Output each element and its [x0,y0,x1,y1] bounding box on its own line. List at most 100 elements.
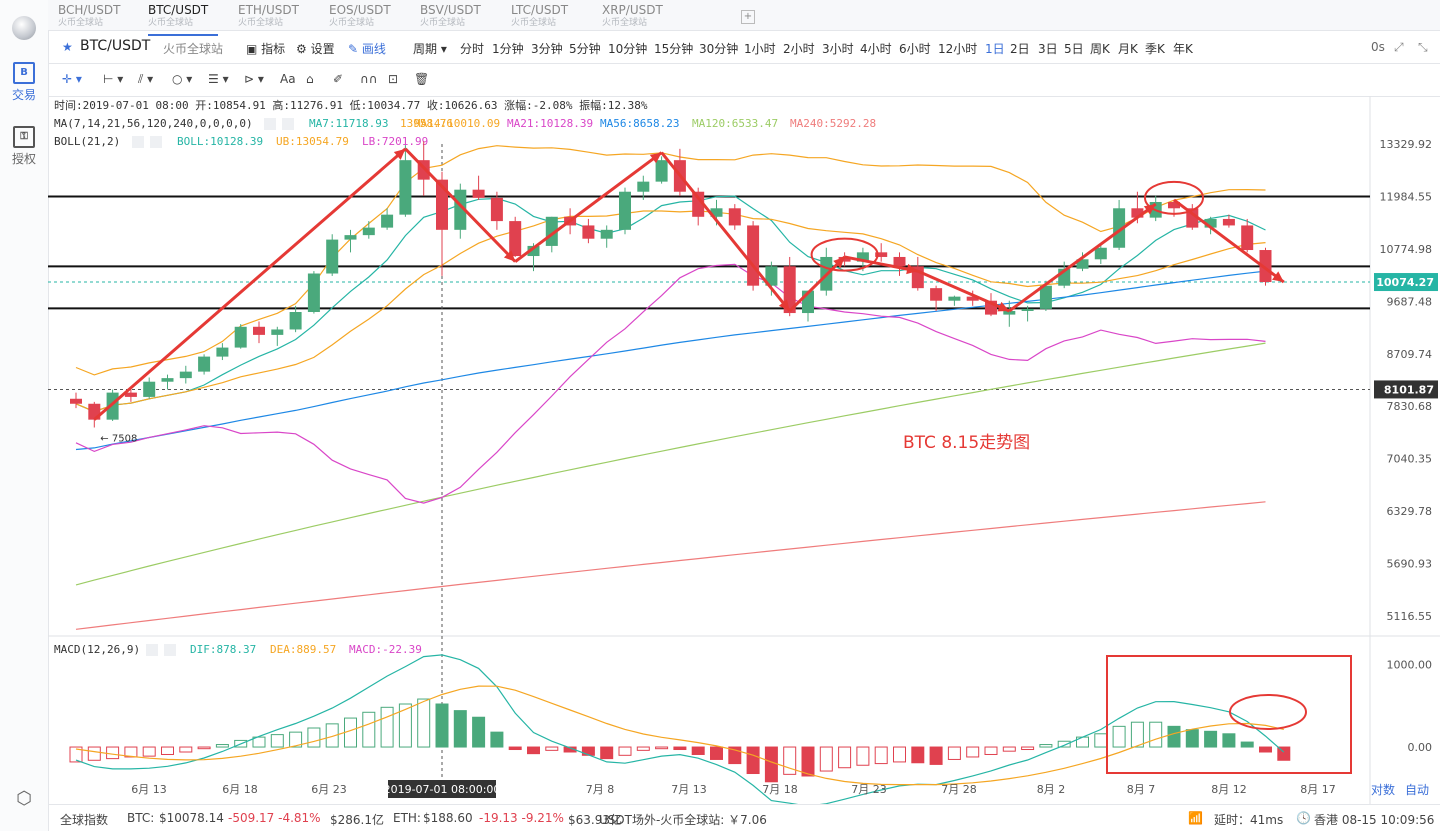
period-3h[interactable]: 3小时 [822,42,854,56]
candle-body[interactable] [161,378,174,382]
draw-button[interactable]: ✎ 画线 [348,42,386,56]
ruler-icon[interactable]: ⌂ [306,72,314,86]
candle-body[interactable] [362,227,375,236]
period-15min[interactable]: 15分钟 [654,42,694,56]
brush-icon[interactable]: ✐ [333,72,344,86]
pattern-icon[interactable]: ⊳ ▾ [244,72,264,86]
boll-close-icon[interactable] [150,136,162,148]
fullscreen-icon[interactable]: ⤢ [1394,40,1404,54]
candle-body[interactable] [1003,310,1016,315]
candle-body[interactable] [381,214,394,228]
candle-body[interactable] [875,252,888,257]
boll-settings-icon[interactable] [132,136,144,148]
candle-body[interactable] [856,252,869,262]
highlight-circle[interactable] [810,237,879,272]
candle-body[interactable] [216,347,229,357]
chart-area[interactable]: 时间:2019-07-01 08:00 开:10854.91 高:11276.9… [48,96,1440,804]
period-10min[interactable]: 10分钟 [608,42,648,56]
candle-body[interactable] [1021,308,1034,311]
candle-body[interactable] [1113,208,1126,248]
highlight-circle[interactable] [1144,180,1204,215]
period-month[interactable]: 月K [1118,42,1138,56]
period-12h[interactable]: 12小时 [938,42,978,56]
period-week[interactable]: 周K [1090,42,1110,56]
candle-body[interactable] [527,245,540,257]
period-30min[interactable]: 30分钟 [699,42,739,56]
candle-body[interactable] [582,225,595,239]
tab-bsv[interactable]: BSV/USDT 火币全球站 [420,3,481,29]
trend-arrow[interactable] [917,269,1010,313]
candle-body[interactable] [1131,208,1144,218]
period-3min[interactable]: 3分钟 [531,42,563,56]
macd-highlight-box[interactable] [1106,655,1352,774]
candle-body[interactable] [1241,225,1254,251]
lock-icon[interactable]: ⊡ [388,72,399,86]
candle-body[interactable] [509,221,522,257]
candle-body[interactable] [344,235,357,240]
candle-body[interactable] [966,296,979,301]
global-index-label[interactable]: 全球指数 [60,813,109,827]
trend-arrow[interactable] [788,255,846,313]
parallel-lines-icon[interactable]: ⫽ ▾ [138,72,154,86]
candle-body[interactable] [399,160,412,215]
ma-settings-icon[interactable] [264,118,276,130]
tab-btc[interactable]: BTC/USDT 火币全球站 [148,3,219,36]
trend-arrow[interactable] [1008,202,1157,313]
candle-body[interactable] [234,326,247,348]
candle-body[interactable] [637,181,650,192]
candle-body[interactable] [948,296,961,301]
add-tab-button[interactable]: + [741,10,755,24]
candle-body[interactable] [143,381,156,397]
candle-body[interactable] [436,179,448,230]
candle-body[interactable] [1222,218,1235,226]
candle-body[interactable] [307,273,320,313]
candle-body[interactable] [1094,247,1107,260]
candle-body[interactable] [655,160,668,182]
period-5min[interactable]: 5分钟 [569,42,601,56]
sidebar-item-auth[interactable]: ⚿ 授权 [0,126,48,167]
period-3d[interactable]: 3日 [1038,42,1058,56]
candle-body[interactable] [179,371,192,379]
candle-body[interactable] [1204,218,1217,228]
candle-body[interactable] [893,256,906,267]
candle-body[interactable] [289,312,302,330]
crosshair-icon[interactable]: ✛ ▾ [62,72,82,86]
period-1d[interactable]: 1日 [985,42,1005,56]
ma-close-icon[interactable] [282,118,294,130]
candle-body[interactable] [454,189,467,230]
period-6h[interactable]: 6小时 [899,42,931,56]
expand-icon[interactable]: ⤡ [1418,40,1428,54]
macd-settings-icon[interactable] [146,644,158,656]
tab-ltc[interactable]: LTC/USDT 火币全球站 [511,3,569,29]
tab-xrp[interactable]: XRP/USDT 火币全球站 [602,3,663,29]
magnet-icon[interactable]: ∩∩ [360,72,378,86]
macd-close-icon[interactable] [164,644,176,656]
candle-body[interactable] [838,256,851,262]
candle-body[interactable] [490,197,503,222]
settings-button[interactable]: ⚙ 设置 [296,42,335,56]
tab-bch[interactable]: BCH/USDT 火币全球站 [58,3,121,29]
fib-lines-icon[interactable]: ☰ ▾ [208,72,229,86]
candle-body[interactable] [472,189,485,198]
candle-body[interactable] [1168,202,1180,209]
period-4h[interactable]: 4小时 [860,42,892,56]
tab-eth[interactable]: ETH/USDT 火币全球站 [238,3,299,29]
candle-body[interactable] [198,356,211,372]
period-dropdown[interactable]: 周期 ▾ [413,42,447,56]
trend-arrow[interactable] [404,147,517,263]
settings-hex-icon[interactable]: ⬡ [16,788,32,809]
period-5d[interactable]: 5日 [1064,42,1084,56]
circle-shape-icon[interactable]: ○ ▾ [172,72,193,86]
price-chart-svg[interactable]: 时间:2019-07-01 08:00 开:10854.91 高:11276.9… [48,96,1440,804]
candle-body[interactable] [545,216,558,246]
trend-arrow[interactable] [514,151,663,263]
candle-body[interactable] [728,208,741,226]
period-timeshare[interactable]: 分时 [460,42,485,56]
trend-arrow[interactable] [660,151,791,312]
sidebar-item-trade[interactable]: B 交易 [0,62,48,103]
auto-scale-button[interactable]: 自动 [1405,783,1429,797]
candle-body[interactable] [619,191,631,230]
candle-body[interactable] [930,288,943,301]
trash-icon[interactable]: 🗑 [414,72,430,86]
text-tool-button[interactable]: Aa [280,72,296,86]
